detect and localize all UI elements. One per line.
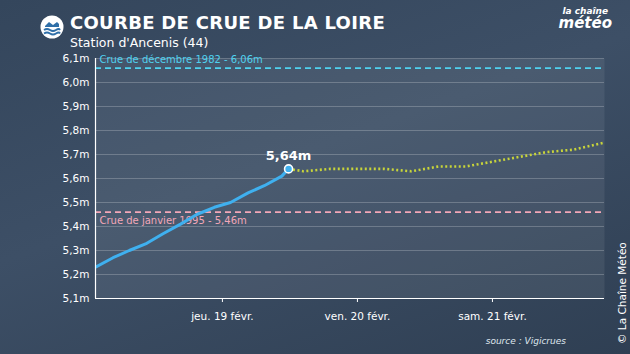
svg-text:5,2m: 5,2m [63, 268, 90, 280]
svg-text:5,6m: 5,6m [63, 172, 90, 184]
svg-text:5,3m: 5,3m [63, 244, 90, 256]
svg-text:6,1m: 6,1m [63, 52, 90, 64]
html-text:© La Chaîne Météo: © La Chaîne Météo [616, 242, 628, 344]
svg-text:sam. 21 févr.: sam. 21 févr. [458, 310, 527, 322]
svg-text:5,7m: 5,7m [63, 148, 90, 160]
svg-text:5,64m: 5,64m [266, 148, 312, 163]
svg-text:5,8m: 5,8m [63, 124, 90, 136]
html-text:source : Vigicrues: source : Vigicrues [485, 336, 566, 346]
svg-text:Crue de décembre 1982 - 6,06m: Crue de décembre 1982 - 6,06m [100, 54, 263, 65]
svg-text:Crue de janvier 1995 - 5,46m: Crue de janvier 1995 - 5,46m [100, 215, 247, 226]
svg-text:5,4m: 5,4m [63, 220, 90, 232]
svg-text:5,5m: 5,5m [63, 196, 90, 208]
svg-text:5,9m: 5,9m [63, 100, 90, 112]
svg-text:6,0m: 6,0m [63, 76, 90, 88]
svg-text:ven. 20 févr.: ven. 20 févr. [325, 310, 391, 322]
html-text:COURBE DE CRUE DE LA LOIRE: COURBE DE CRUE DE LA LOIRE [70, 12, 385, 33]
svg-text:5,1m: 5,1m [63, 292, 90, 304]
html-text:la chaîne: la chaîne [562, 6, 609, 16]
svg-text:jeu. 19 févr.: jeu. 19 févr. [190, 310, 253, 322]
html-text:Station d'Ancenis (44): Station d'Ancenis (44) [70, 35, 209, 50]
html-text:météo: météo [558, 14, 612, 32]
